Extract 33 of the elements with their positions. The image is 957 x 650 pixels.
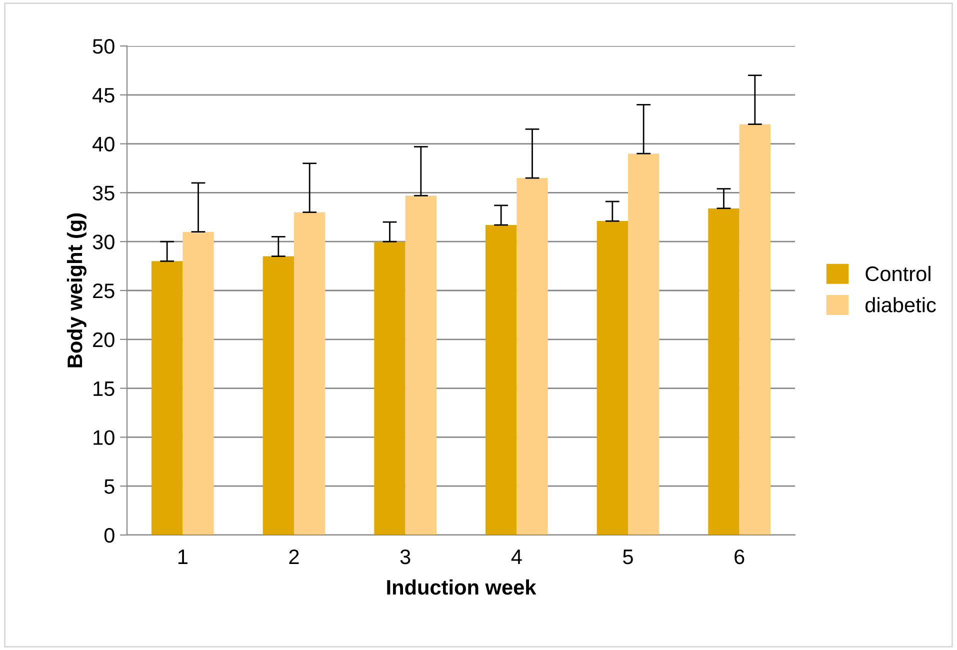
y-tick-label: 15 <box>94 382 114 396</box>
y-tick-label: 10 <box>94 430 114 445</box>
bar <box>708 208 740 535</box>
legend-label: Control <box>866 266 930 282</box>
x-tick-label: 5 <box>623 550 633 564</box>
x-tick-label: 4 <box>511 550 522 564</box>
y-tick-label: 35 <box>92 186 114 200</box>
bar <box>516 178 548 535</box>
bar <box>739 124 771 535</box>
x-tick-label: 3 <box>400 549 410 564</box>
bar <box>596 221 628 535</box>
bar <box>628 154 660 535</box>
x-tick-label: 6 <box>734 549 744 564</box>
bar <box>262 256 294 535</box>
y-tick-label: 25 <box>93 284 114 298</box>
bar <box>485 224 517 535</box>
y-tick-label: 40 <box>92 136 114 152</box>
legend-label: diabetic <box>865 297 936 312</box>
bar <box>374 242 406 535</box>
y-axis-title: Body weight (g) <box>66 213 86 368</box>
y-tick-label: 45 <box>92 88 114 103</box>
y-tick-label: 0 <box>104 528 114 543</box>
bar <box>151 261 183 535</box>
y-tick-label: 20 <box>93 332 114 348</box>
x-tick-label: 1 <box>178 550 188 564</box>
bar <box>294 212 326 535</box>
bar <box>405 196 437 535</box>
y-tick-label: 50 <box>92 39 114 54</box>
x-axis-title: Induction week <box>387 579 536 595</box>
y-tick-label: 30 <box>92 234 114 250</box>
bar <box>182 232 214 535</box>
y-tick-label: 5 <box>104 479 114 494</box>
x-tick-label: 2 <box>289 549 299 564</box>
